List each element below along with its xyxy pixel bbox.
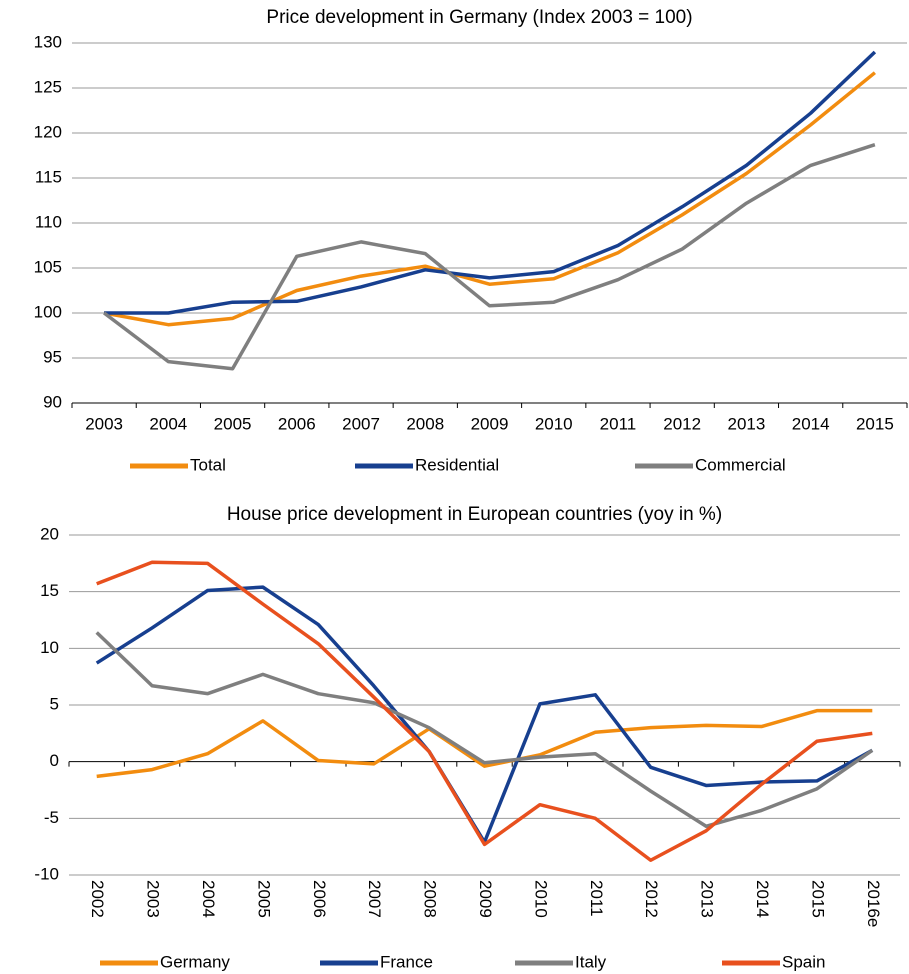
x-tick-label: 2005 bbox=[214, 414, 252, 433]
x-tick-label: 2007 bbox=[365, 880, 384, 918]
y-tick-label: 0 bbox=[50, 751, 59, 770]
y-tick-label: 15 bbox=[40, 581, 59, 600]
series-line bbox=[95, 631, 874, 829]
y-tick-label: 20 bbox=[40, 524, 59, 543]
y-tick-label: 125 bbox=[34, 77, 62, 96]
x-tick-label: 2010 bbox=[531, 880, 550, 918]
x-tick-label: 2010 bbox=[535, 414, 573, 433]
y-tick-label: 5 bbox=[50, 694, 59, 713]
y-tick-label: 130 bbox=[34, 32, 62, 51]
x-tick-label: 2006 bbox=[310, 880, 329, 918]
y-tick-label: 10 bbox=[40, 638, 59, 657]
legend-label: France bbox=[380, 952, 433, 971]
x-tick-label: 2004 bbox=[149, 414, 187, 433]
y-tick-label: 110 bbox=[35, 212, 62, 231]
x-tick-label: 2015 bbox=[856, 414, 894, 433]
x-tick-label: 2013 bbox=[698, 880, 717, 918]
y-tick-label: -10 bbox=[34, 864, 59, 883]
legend-label: Spain bbox=[782, 952, 825, 971]
x-tick-label: 2007 bbox=[342, 414, 380, 433]
y-tick-label: 100 bbox=[34, 302, 62, 321]
chart-title: House price development in European coun… bbox=[227, 504, 722, 525]
x-tick-label: 2002 bbox=[88, 880, 107, 918]
series-line bbox=[95, 585, 874, 844]
legend-label: Commercial bbox=[695, 455, 786, 474]
x-tick-label: 2003 bbox=[144, 880, 163, 918]
x-tick-label: 2009 bbox=[471, 414, 509, 433]
legend-label: Germany bbox=[160, 952, 230, 971]
series-line bbox=[104, 50, 877, 315]
x-tick-label: 2011 bbox=[587, 880, 606, 917]
series-line bbox=[96, 708, 873, 779]
x-tick-label: 2012 bbox=[642, 880, 661, 918]
x-tick-label: 2014 bbox=[753, 880, 772, 918]
series-line bbox=[96, 560, 873, 863]
x-tick-label: 2003 bbox=[85, 414, 123, 433]
legend-label: Total bbox=[190, 455, 226, 474]
x-tick-label: 2008 bbox=[421, 880, 440, 918]
legend-label: Italy bbox=[575, 952, 607, 971]
legend-label: Residential bbox=[415, 455, 499, 474]
y-tick-label: 90 bbox=[43, 392, 62, 411]
x-tick-label: 2005 bbox=[254, 880, 273, 918]
chart-title: Price development in Germany (Index 2003… bbox=[266, 7, 692, 28]
x-tick-label: 2008 bbox=[406, 414, 444, 433]
y-tick-label: -5 bbox=[44, 808, 59, 827]
x-tick-label: 2012 bbox=[663, 414, 701, 433]
y-tick-label: 120 bbox=[34, 122, 62, 141]
series-line bbox=[103, 143, 876, 371]
x-tick-label: 2016e bbox=[864, 880, 883, 927]
series-line bbox=[103, 71, 876, 327]
y-tick-label: 95 bbox=[43, 347, 62, 366]
x-tick-label: 2004 bbox=[199, 880, 218, 918]
x-tick-label: 2009 bbox=[476, 880, 495, 918]
x-tick-label: 2006 bbox=[278, 414, 316, 433]
y-tick-label: 105 bbox=[34, 257, 62, 276]
y-tick-label: 115 bbox=[35, 167, 62, 186]
x-tick-label: 2015 bbox=[808, 880, 827, 918]
x-tick-label: 2011 bbox=[600, 414, 637, 433]
x-tick-label: 2014 bbox=[792, 414, 830, 433]
x-tick-label: 2013 bbox=[728, 414, 766, 433]
